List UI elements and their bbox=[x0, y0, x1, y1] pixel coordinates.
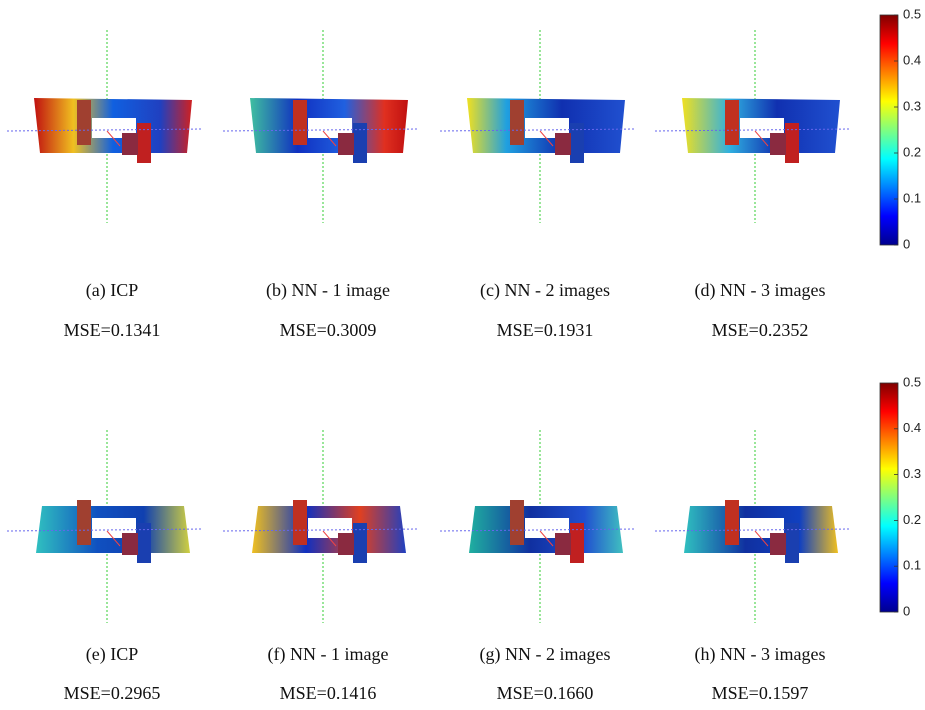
mse: MSE=0.1931 bbox=[497, 320, 594, 340]
render bbox=[7, 30, 202, 223]
mse: MSE=0.1416 bbox=[280, 683, 377, 703]
colorbar-label: 0.5 bbox=[903, 374, 921, 389]
block bbox=[338, 133, 354, 155]
colorbar-label: 0.2 bbox=[903, 144, 921, 159]
block bbox=[293, 100, 307, 145]
caption: (h) NN - 3 images bbox=[695, 644, 826, 665]
figure: (a) ICP MSE=0.1341 (b) NN - 1 image MSE=0.3… bbox=[0, 0, 925, 710]
block bbox=[338, 533, 354, 555]
caption: (e) ICP bbox=[86, 644, 139, 665]
block bbox=[510, 100, 524, 145]
block bbox=[77, 100, 91, 145]
render bbox=[655, 30, 850, 223]
block bbox=[137, 523, 151, 563]
colorbar-label: 0.1 bbox=[903, 558, 921, 573]
colorbar-label: 0.3 bbox=[903, 466, 921, 481]
block bbox=[293, 500, 307, 545]
colorbar-label: 0 bbox=[903, 603, 910, 618]
block bbox=[122, 133, 138, 155]
block bbox=[510, 500, 524, 545]
caption: (d) NN - 3 images bbox=[695, 280, 826, 301]
mse: MSE=0.2965 bbox=[64, 683, 161, 703]
block bbox=[770, 133, 786, 155]
colorbar-label: 0.4 bbox=[903, 420, 921, 435]
block bbox=[77, 500, 91, 545]
block bbox=[770, 533, 786, 555]
caption: (b) NN - 1 image bbox=[266, 280, 390, 301]
block bbox=[555, 533, 571, 555]
colorbar-label: 0 bbox=[903, 236, 910, 251]
caption: (f) NN - 1 image bbox=[268, 644, 389, 665]
block bbox=[353, 123, 367, 163]
mse: MSE=0.3009 bbox=[280, 320, 377, 340]
colorbar-label: 0.4 bbox=[903, 52, 921, 67]
colorbar bbox=[880, 15, 898, 245]
colorbar-label: 0.3 bbox=[903, 98, 921, 113]
render bbox=[440, 430, 635, 623]
render bbox=[223, 30, 418, 223]
block bbox=[353, 523, 367, 563]
colorbar-label: 0.5 bbox=[903, 6, 921, 21]
colorbar-label: 0.1 bbox=[903, 190, 921, 205]
caption: (c) NN - 2 images bbox=[480, 280, 610, 301]
block bbox=[137, 123, 151, 163]
block bbox=[725, 100, 739, 145]
block bbox=[785, 123, 799, 163]
mse: MSE=0.1341 bbox=[64, 320, 161, 340]
mse: MSE=0.1597 bbox=[712, 683, 809, 703]
caption: (g) NN - 2 images bbox=[480, 644, 611, 665]
block bbox=[570, 523, 584, 563]
block bbox=[122, 533, 138, 555]
block bbox=[785, 523, 799, 563]
caption: (a) ICP bbox=[86, 280, 139, 301]
block bbox=[570, 123, 584, 163]
mse: MSE=0.1660 bbox=[497, 683, 594, 703]
block bbox=[725, 500, 739, 545]
mse: MSE=0.2352 bbox=[712, 320, 809, 340]
render bbox=[223, 430, 418, 623]
colorbar bbox=[880, 383, 898, 612]
render bbox=[7, 430, 202, 623]
block bbox=[555, 133, 571, 155]
colorbar-label: 0.2 bbox=[903, 512, 921, 527]
render bbox=[440, 30, 635, 223]
render bbox=[655, 430, 850, 623]
